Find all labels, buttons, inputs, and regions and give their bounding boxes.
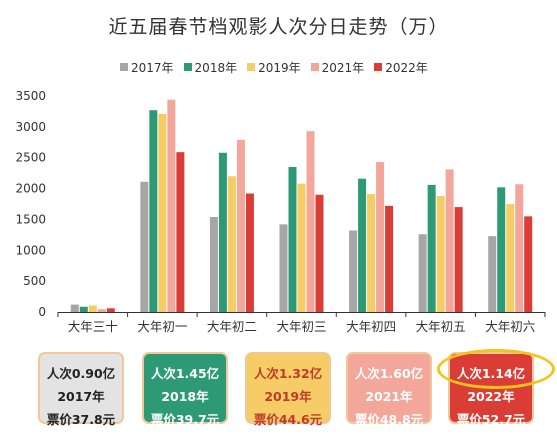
bar: [427, 184, 436, 312]
summary-card: 人次1.60亿 2021年票价48.8元: [346, 352, 432, 427]
bar: [97, 309, 106, 312]
card-line1: 人次1.14亿: [456, 366, 526, 381]
y-tick-label: 3000: [15, 120, 46, 134]
bar: [367, 194, 376, 312]
legend-swatch: [120, 63, 128, 71]
bar: [158, 113, 167, 312]
card-line1: 人次1.60亿: [354, 366, 424, 381]
legend-label: 2018年: [194, 60, 238, 75]
bar: [524, 216, 533, 312]
x-tick-label: 大年初六: [485, 319, 535, 334]
bar: [306, 131, 315, 312]
bar: [385, 205, 394, 312]
legend-label: 2017年: [131, 60, 174, 75]
bar: [515, 184, 524, 312]
summary-card: 人次1.32亿 2019年票价44.6元: [245, 352, 331, 427]
y-tick-label: 0: [38, 305, 46, 319]
x-tick-label: 大年初一: [137, 319, 187, 334]
bar: [209, 216, 218, 312]
bar: [506, 204, 515, 312]
bar: [245, 193, 254, 312]
card-line2: 2019年: [264, 389, 312, 404]
summary-card: 人次0.90亿 2017年票价37.8元: [38, 352, 124, 427]
card-line3: 票价52.7元: [456, 412, 526, 427]
bar: [297, 183, 306, 312]
legend-item: 2017年: [120, 59, 174, 76]
x-tick-label: 大年初二: [207, 319, 257, 334]
chart-title: 近五届春节档观影人次分日走势（万）: [108, 16, 449, 38]
card-line3: 票价37.8元: [46, 412, 116, 427]
bar: [70, 304, 79, 312]
legend-label: 2022年: [385, 60, 428, 75]
summary-card: 人次1.45亿 2018年票价39.7元: [142, 352, 228, 427]
bar: [454, 207, 463, 312]
bar: [227, 176, 236, 312]
y-tick-label: 3500: [15, 89, 46, 103]
card-line2: 2018年: [161, 389, 209, 404]
bar: [176, 152, 185, 312]
card-line2: 2022年: [467, 389, 515, 404]
bar: [358, 178, 367, 312]
legend-label: 2019年: [258, 60, 301, 75]
bar: [79, 306, 88, 312]
card-line1: 人次1.32亿: [253, 366, 323, 381]
bar: [376, 162, 385, 312]
legend-swatch: [310, 63, 319, 71]
bar: [106, 308, 115, 312]
bar: [218, 152, 227, 312]
y-tick-label: 2000: [15, 182, 46, 196]
bar: [488, 236, 497, 312]
x-tick-label: 大年初三: [276, 319, 326, 334]
bar: [349, 230, 358, 312]
x-tick-label: 大年三十: [68, 319, 118, 334]
x-tick-label: 大年初五: [416, 319, 466, 334]
bar: [140, 181, 149, 312]
legend-item: 2022年: [374, 59, 428, 76]
legend-item: 2021年: [310, 59, 365, 76]
bar: [445, 169, 454, 312]
bar: [288, 166, 297, 312]
legend-item: 2018年: [183, 59, 238, 76]
bar: [167, 99, 176, 313]
chart-legend: 2017年 2018年 2019年 2021年 2022年: [120, 58, 438, 76]
summary-card: 人次1.14亿 2022年票价52.7元: [448, 352, 534, 427]
bar: [236, 139, 245, 312]
bar: [279, 224, 288, 312]
legend-item: 2019年: [247, 59, 301, 76]
bar: [315, 194, 324, 312]
card-line1: 人次0.90亿: [46, 366, 116, 381]
card-line2: 2021年: [365, 389, 413, 404]
y-tick-label: 2500: [15, 151, 46, 165]
bar: [436, 195, 445, 312]
card-line3: 票价48.8元: [354, 412, 424, 427]
bar: [497, 187, 506, 312]
legend-swatch: [183, 63, 192, 71]
legend-swatch: [374, 63, 383, 71]
card-line3: 票价39.7元: [150, 412, 220, 427]
bar: [418, 234, 427, 312]
legend-label: 2021年: [321, 60, 365, 75]
y-tick-label: 500: [23, 274, 46, 288]
x-tick-label: 大年初四: [346, 319, 396, 334]
y-tick-label: 1000: [15, 243, 46, 257]
y-tick-label: 1500: [15, 212, 46, 226]
bar: [149, 110, 158, 313]
card-line3: 票价44.6元: [253, 412, 323, 427]
card-line1: 人次1.45亿: [150, 366, 220, 381]
card-line2: 2017年: [57, 389, 105, 404]
legend-swatch: [247, 63, 256, 71]
bar: [88, 305, 97, 312]
